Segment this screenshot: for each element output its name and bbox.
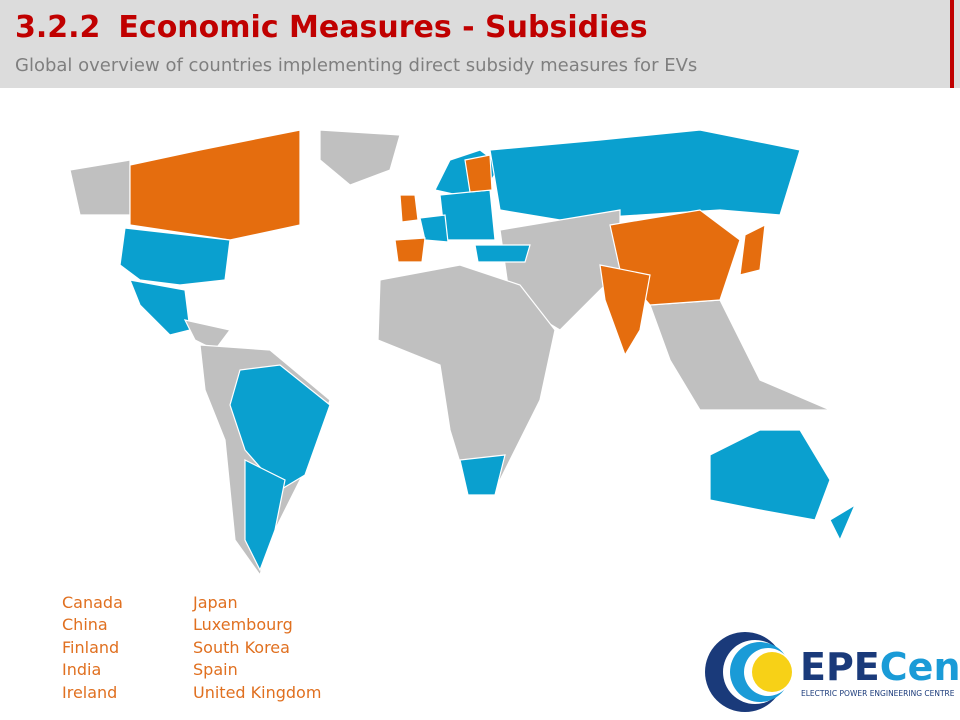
subtitle: Global overview of countries implementin… [15,55,698,76]
accent-bar [950,0,954,88]
logo-part: EPE [800,645,880,689]
country-list: Canada China Finland India Ireland [62,592,123,704]
country-name: Japan [193,593,238,612]
country-name: Luxembourg [193,615,293,635]
country-name: South Korea [193,637,290,657]
header-band [0,0,960,88]
title-text: Economic Measures - Subsidies [118,10,648,45]
country-name: Finland [62,637,120,657]
country-name: China [62,615,108,635]
svg-text:EPECentre: EPECentre [800,645,960,689]
country-name: United Kingdom [193,682,322,702]
country-name: Spain [193,660,238,680]
country-name: Ireland [62,682,118,702]
logo-part: Centre [880,645,960,689]
country-name: Canada [62,593,123,612]
country-list: Japan Luxembourg South Korea Spain United Ki… [193,592,321,704]
slide-title: 3.2.2 Economic Measures - Subsidies [15,10,648,45]
logo-tagline: ELECTRIC POWER ENGINEERING CENTRE [801,689,955,698]
section-number: 3.2.2 [15,10,101,45]
country-name: India [62,660,102,680]
